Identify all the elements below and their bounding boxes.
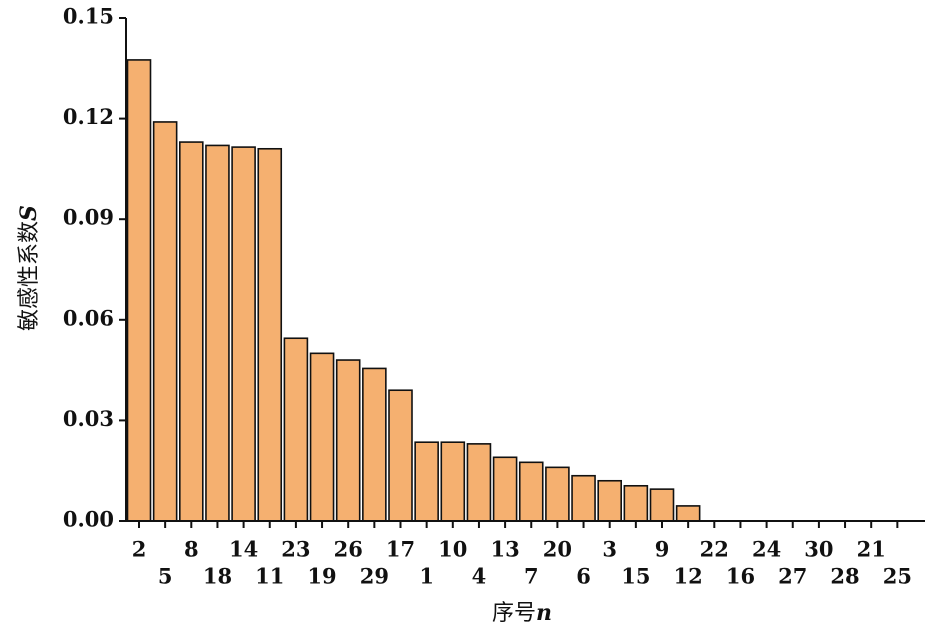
x-tick-label: 1 [419,564,434,589]
x-tick-label: 28 [830,564,859,589]
y-tick-label: 0.15 [63,4,114,29]
y-axis-label-symbol: S [16,205,42,221]
bar-19 [309,352,335,522]
bar-29 [362,367,387,522]
x-tick-label: 26 [334,537,363,562]
x-axis-label-symbol: n [536,600,552,626]
x-tick-label: 11 [255,564,284,589]
x-tick-label: 17 [386,537,415,562]
bar-17 [388,389,413,522]
bar-12 [675,505,701,522]
bar-14 [231,146,256,522]
x-tick-label: 20 [543,537,572,562]
x-tick-label: 19 [307,564,336,589]
x-tick-label: 27 [778,564,807,589]
x-tick-label: 13 [490,537,519,562]
bar-26 [335,359,361,522]
y-tick-label: 0.12 [63,104,114,129]
x-tick-label: 24 [752,537,781,562]
x-tick-label: 25 [883,564,912,589]
x-tick-label: 6 [576,564,591,589]
y-tick-label: 0.03 [63,406,114,431]
y-axis-label-text: 敏感性系数 [17,221,42,331]
bar-13 [492,456,518,522]
x-tick-label: 30 [804,537,833,562]
x-tick-label: 16 [726,564,755,589]
y-axis-label: 敏感性系数S [16,205,42,331]
bar-8 [179,141,204,522]
y-tick-label: 0.06 [63,305,114,330]
bar-15 [623,484,649,522]
bar-5 [152,121,178,522]
x-tick-label: 10 [438,537,467,562]
bar-7 [518,461,544,522]
bar-9 [649,488,675,522]
bar-4 [466,443,492,522]
bar-10 [440,441,466,522]
x-tick-label: 8 [184,537,199,562]
bar-1 [414,441,439,522]
x-tick-label: 29 [360,564,389,589]
x-tick-label: 3 [602,537,617,562]
x-tick-label: 5 [158,564,173,589]
bar-20 [545,466,570,522]
x-tick-label: 7 [524,564,539,589]
x-tick-label: 21 [857,537,886,562]
bar-2 [126,59,152,522]
x-axis-label-text: 序号 [492,601,536,626]
x-tick-label: 14 [229,537,258,562]
x-axis-label: 序号n [492,600,552,626]
x-tick-label: 12 [674,564,703,589]
bar-6 [571,474,596,522]
bars-group [126,59,701,522]
bar-23 [283,337,309,522]
bar-3 [597,479,623,522]
y-axis: 0.00 0.03 0.06 0.09 0.12 0.15 [63,4,127,532]
x-tick-label: 2 [132,537,147,562]
x-tick-label: 4 [472,564,487,589]
bar-11 [257,147,283,522]
x-tick-label: 18 [203,564,232,589]
x-axis: 2581814112319262917110413720631591222162… [126,520,925,589]
x-tick-label: 22 [700,537,729,562]
x-tick-label: 9 [655,537,670,562]
y-tick-label: 0.00 [63,507,114,532]
bar-18 [205,144,230,522]
x-tick-label: 15 [621,564,650,589]
y-tick-label: 0.09 [63,205,114,230]
x-tick-label: 23 [281,537,310,562]
